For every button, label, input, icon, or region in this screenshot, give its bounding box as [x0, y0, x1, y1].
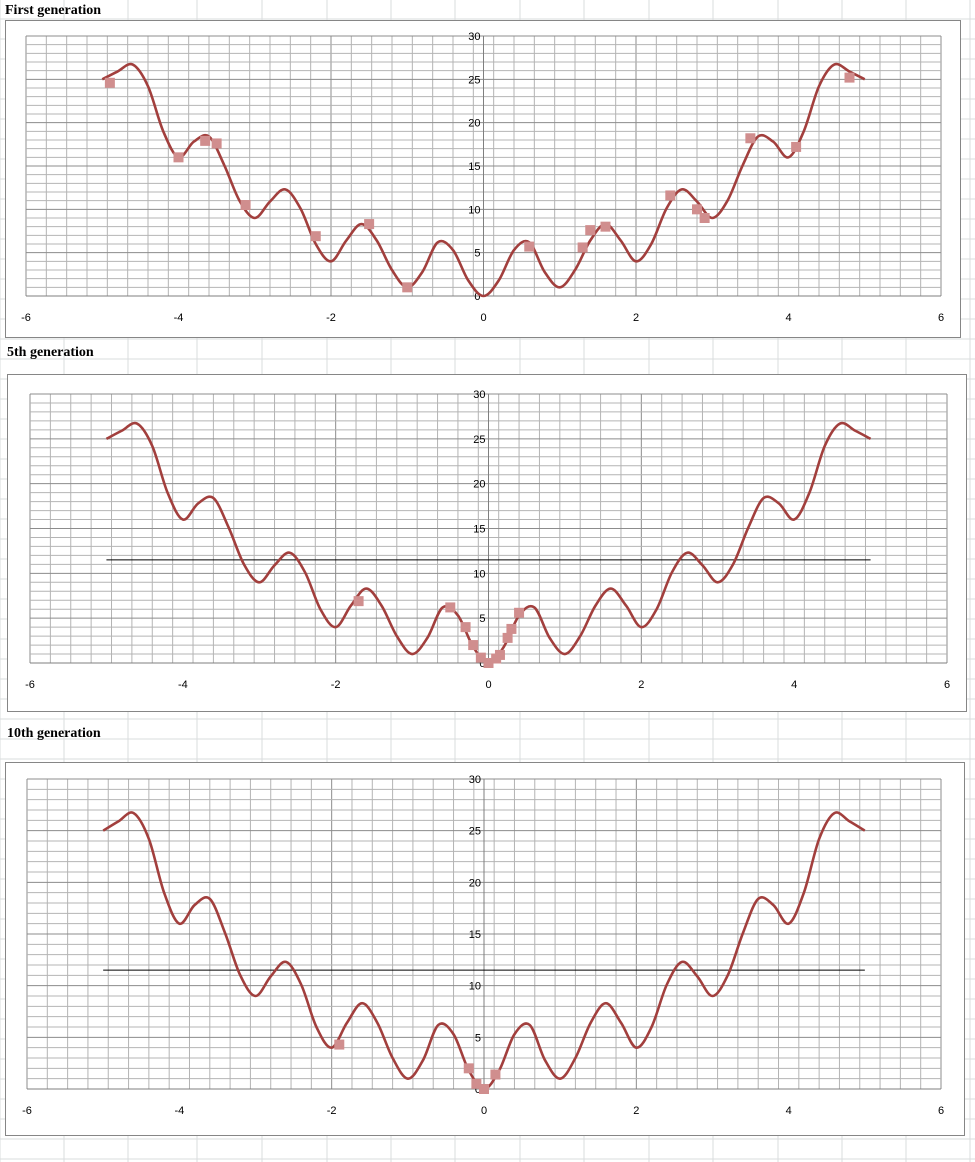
y-tick-label: 15	[473, 524, 485, 536]
population-point	[445, 602, 456, 613]
y-tick-label: 25	[473, 434, 485, 446]
y-tick-label: 10	[469, 981, 481, 993]
chart-5th-generation[interactable]: -6 -4 -2 0 2 4 6 0 5 10 15 20 25 30	[7, 374, 967, 712]
chart-10th-generation[interactable]: -6 -4 -2 0 2 4 6 0 5 10 15 20 25 30	[5, 762, 965, 1136]
population-point	[745, 133, 756, 144]
population-point	[471, 1078, 482, 1089]
x-tick-label: 0	[480, 312, 486, 324]
population-point	[600, 221, 611, 232]
y-tick-label: 20	[469, 877, 481, 889]
x-tick-label: 4	[786, 1105, 792, 1117]
population-point	[514, 607, 525, 618]
population-point	[585, 225, 596, 236]
x-tick-label: -6	[25, 679, 35, 691]
chart-title-first-generation: First generation	[5, 3, 102, 18]
y-tick-label: 0	[475, 1084, 481, 1096]
population-point	[475, 652, 486, 663]
population-point	[699, 213, 710, 223]
chart-plot-first-generation: -6 -4 -2 0 2 4 6 0 5 10 15 20 25 30	[21, 31, 944, 324]
x-tick-label: 6	[938, 312, 944, 324]
chart-first-generation[interactable]: -6 -4 -2 0 2 4 6 0 5 10 15 20 25 30	[5, 20, 961, 338]
chart-title-5th-generation: 5th generation	[7, 345, 94, 360]
population-point	[577, 242, 588, 253]
y-tick-label: 30	[468, 31, 480, 43]
y-tick-label: 5	[474, 248, 480, 260]
population-point	[334, 1039, 345, 1050]
population-point	[524, 241, 535, 252]
population-point	[468, 640, 479, 651]
x-tick-label: 2	[633, 312, 639, 324]
population-point	[200, 135, 211, 146]
population-point	[463, 1063, 474, 1074]
population-point	[240, 200, 251, 210]
x-tick-label: 2	[638, 679, 644, 691]
population-point	[104, 77, 115, 88]
x-tick-label: -2	[331, 679, 341, 691]
x-tick-label: -6	[21, 312, 31, 324]
x-tick-label: 0	[481, 1105, 487, 1117]
y-tick-label: 0	[474, 291, 480, 303]
y-tick-label: 15	[468, 161, 480, 173]
chart-plot-10th-generation: -6 -4 -2 0 2 4 6 0 5 10 15 20 25 30	[22, 774, 944, 1117]
population-point	[211, 138, 222, 149]
x-tick-label: 4	[785, 312, 791, 324]
x-tick-label: -4	[174, 312, 184, 324]
population-point	[364, 219, 375, 230]
population-point	[353, 596, 364, 607]
population-point	[460, 622, 471, 633]
population-point	[665, 190, 676, 201]
population-point	[479, 1084, 489, 1094]
population-point	[502, 632, 513, 643]
y-tick-label: 20	[468, 118, 480, 130]
population-point	[844, 72, 855, 83]
x-tick-label: 0	[485, 679, 491, 691]
x-tick-label: -4	[178, 679, 188, 691]
x-tick-label: -6	[22, 1105, 32, 1117]
y-tick-label: 5	[479, 613, 485, 625]
y-tick-label: 20	[473, 479, 485, 491]
x-tick-label: -2	[327, 1105, 337, 1117]
x-tick-label: 2	[633, 1105, 639, 1117]
x-tick-label: 6	[944, 679, 950, 691]
y-tick-label: 0	[479, 658, 485, 670]
population-point	[506, 623, 517, 634]
population-point	[490, 1069, 501, 1080]
population-point	[173, 152, 184, 163]
y-tick-label: 5	[475, 1032, 481, 1044]
chart-plot-5th-generation: -6 -4 -2 0 2 4 6 0 5 10 15 20 25 30	[25, 389, 950, 691]
population-point	[402, 282, 413, 293]
chart-title-10th-generation: 10th generation	[7, 726, 101, 741]
population-point	[494, 649, 505, 660]
y-tick-label: 30	[469, 774, 481, 786]
x-tick-label: -2	[326, 312, 336, 324]
x-tick-label: 6	[938, 1105, 944, 1117]
y-tick-label: 25	[469, 826, 481, 838]
x-tick-label: 4	[791, 679, 797, 691]
population-point	[692, 204, 702, 215]
x-tick-label: -4	[174, 1105, 184, 1117]
population-point	[791, 141, 802, 152]
y-tick-label: 15	[469, 929, 481, 941]
y-tick-label: 10	[473, 568, 485, 580]
y-tick-label: 30	[473, 389, 485, 401]
population-point	[483, 658, 494, 668]
population-point	[310, 231, 321, 242]
y-tick-label: 10	[468, 204, 480, 216]
function-curve	[101, 62, 866, 298]
y-tick-label: 25	[468, 74, 480, 86]
